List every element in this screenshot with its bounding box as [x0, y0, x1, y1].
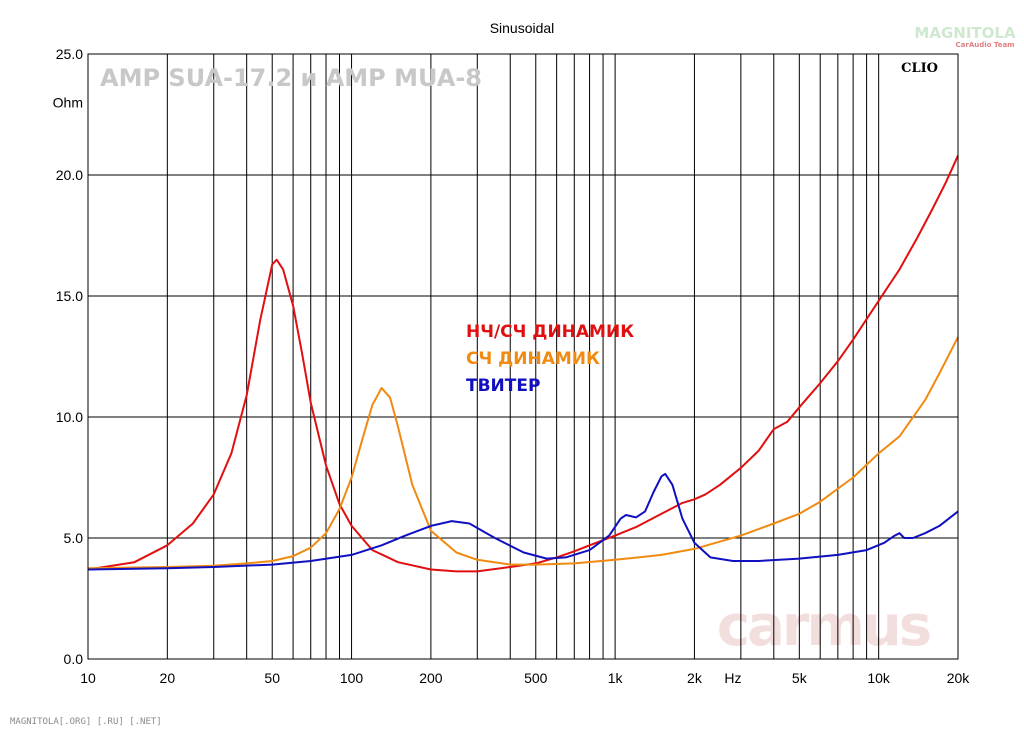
series-line-1: [87, 155, 959, 573]
x-tick-label: 100: [340, 670, 364, 686]
y-tick-label: 10.0: [56, 409, 83, 425]
logo-main-text: MAGNITOLA: [914, 24, 1016, 42]
legend-entry-2: СЧ ДИНАМИК: [466, 349, 600, 369]
y-tick-label: 0.0: [64, 651, 84, 667]
legend: НЧ/СЧ ДИНАМИК СЧ ДИНАМИК ТВИТЕР: [466, 322, 634, 396]
clio-brand: CLIO: [901, 61, 938, 76]
overlay-title: AMP SUA-17.2 и AMP MUA-8: [100, 64, 482, 92]
x-tick-label: 200: [419, 670, 443, 686]
x-tick-label: 20k: [947, 670, 971, 686]
chart-title: Sinusoidal: [490, 20, 555, 36]
y-tick-label: 20.0: [56, 167, 83, 183]
x-tick-label: 2k: [687, 670, 703, 686]
footer-text: MAGNITOLA[.ORG] [.RU] [.NET]: [10, 717, 162, 727]
series-layer: [87, 155, 959, 573]
plot-frame: [87, 53, 959, 660]
y-tick-label: 15.0: [56, 288, 83, 304]
legend-entry-1: НЧ/СЧ ДИНАМИК: [466, 322, 634, 342]
axis-tick-labels: 0.0 5.0 10.0 15.0 20.0 25.0 Ohm 10 20 50 100 200 500…: [53, 46, 971, 686]
x-tick-label: 10k: [867, 670, 891, 686]
x-tick-label: 1k: [608, 670, 624, 686]
x-tick-label: 50: [264, 670, 280, 686]
magnitola-logo: MAGNITOLA CarAudio Team: [914, 24, 1016, 49]
y-tick-label: 25.0: [56, 46, 83, 62]
carmus-watermark: carmus: [717, 594, 930, 659]
x-tick-label: 10: [80, 670, 96, 686]
y-tick-label: 5.0: [64, 530, 84, 546]
legend-entry-3: ТВИТЕР: [466, 376, 540, 396]
series-line-2: [87, 336, 959, 570]
x-tick-label: 5k: [792, 670, 808, 686]
x-tick-label: 20: [160, 670, 176, 686]
x-tick-label: 500: [524, 670, 548, 686]
logo-sub-text: CarAudio Team: [956, 41, 1015, 49]
y-axis-unit: Ohm: [53, 94, 83, 110]
x-axis-unit: Hz: [724, 670, 741, 686]
series-line-3: [87, 472, 959, 571]
